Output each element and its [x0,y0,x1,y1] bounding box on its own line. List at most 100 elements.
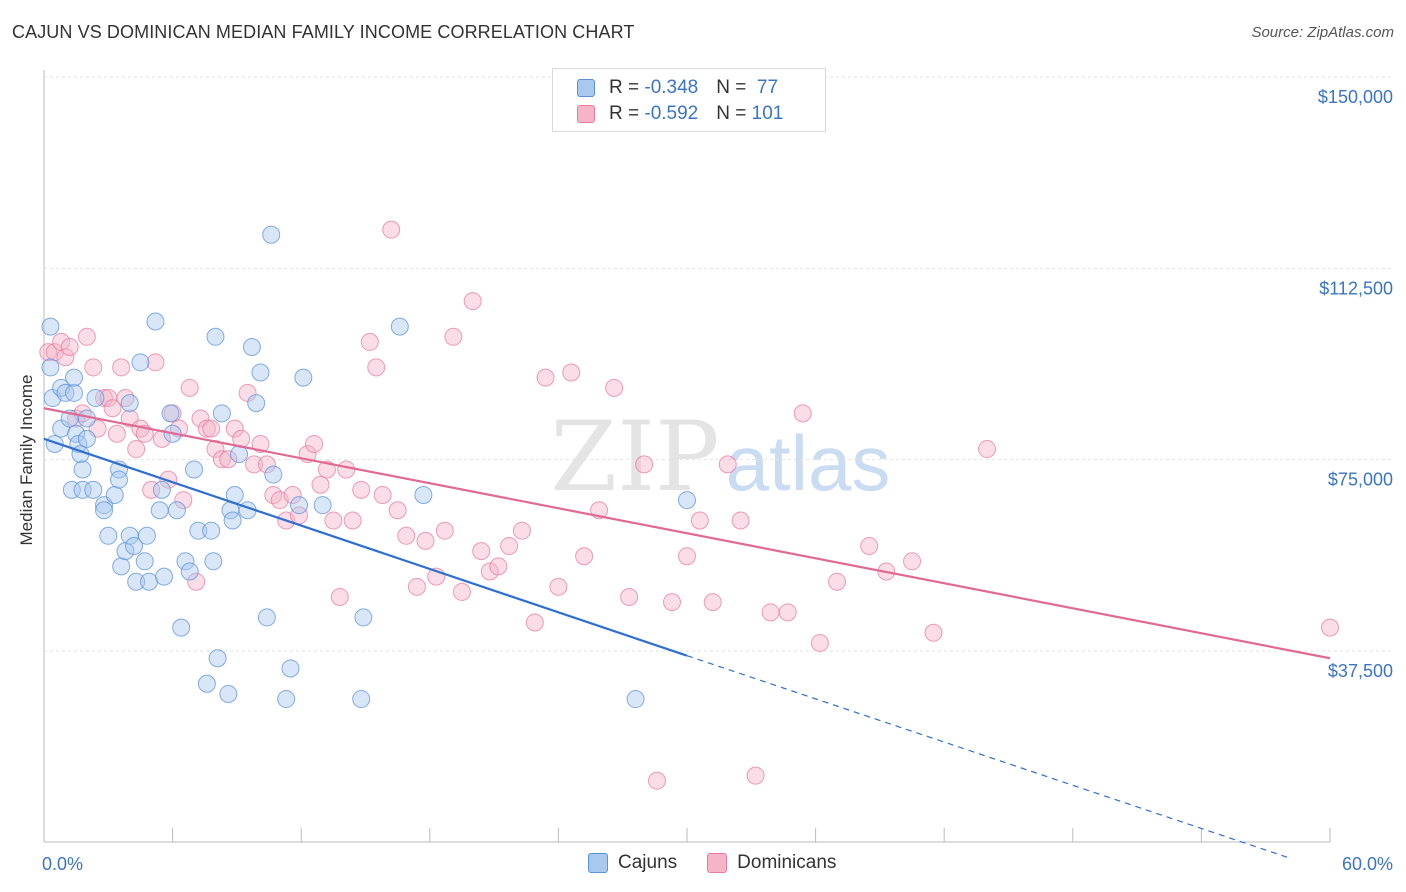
data-point [103,399,122,418]
data-point [924,623,943,642]
data-point [146,353,165,372]
data-point [245,455,264,474]
x-tick-label-max: 60.0% [1342,854,1393,874]
data-point [718,455,737,474]
data-point [107,424,126,443]
data-point [204,552,223,571]
data-point [127,572,146,591]
data-point [62,480,81,499]
data-point [793,404,812,423]
data-point [903,552,922,571]
data-point [176,552,195,571]
trend-line-cajuns [43,437,688,657]
data-point [257,608,276,627]
data-point [197,674,216,693]
data-point [620,588,639,607]
data-point [828,572,847,591]
data-point [202,521,221,540]
data-point [416,531,435,550]
data-point [690,511,709,530]
data-point [731,511,750,530]
data-point [125,536,144,555]
data-point [390,317,409,336]
data-point [435,521,454,540]
y-tick-label: $112,500 [1319,278,1393,298]
data-point [388,501,407,520]
trend-extension-cajuns [686,655,1288,858]
legend-n-label: N = [716,77,752,98]
data-point [313,496,332,515]
data-point [407,577,426,596]
data-point [337,460,356,479]
data-point [112,358,131,377]
data-point [367,358,386,377]
data-point [373,485,392,504]
data-point [137,526,156,545]
data-point [746,766,765,785]
data-point [281,659,300,678]
data-point [212,404,231,423]
y-tick-label: $37,500 [1328,661,1393,681]
data-point [290,496,309,515]
data-point [86,389,105,408]
data-point [208,649,227,668]
data-point [512,521,531,540]
source-credit: Source: ZipAtlas.com [1251,24,1394,41]
data-point [360,332,379,351]
data-point [635,455,654,474]
y-axis-title: Median Family Income [17,374,36,545]
tick-labels: Median Family Income $150,000 $112,500 $75,… [17,87,1393,874]
legend-swatch-dominicans [577,105,595,123]
data-point [452,582,471,601]
axes [43,70,1331,843]
data-point [605,378,624,397]
data-point [330,588,349,607]
data-point [354,608,373,627]
data-point [65,383,84,402]
data-point [251,434,270,453]
y-tick-label: $75,000 [1328,470,1393,490]
data-point [575,547,594,566]
x-tick-label-min: 0.0% [42,854,83,874]
legend-r-label: R = [609,77,645,98]
data-point [251,363,270,382]
data-point [167,501,186,520]
data-point [140,572,159,591]
data-point [135,552,154,571]
data-point [180,562,199,581]
data-point [112,557,131,576]
data-point [536,368,555,387]
trend-lines [43,407,1331,858]
data-point [41,358,60,377]
data-point [152,480,171,499]
data-point [242,338,261,357]
data-point [480,562,499,581]
data-points [39,220,1339,790]
data-point [189,521,208,540]
data-point [283,485,302,504]
data-point [84,358,103,377]
legend-r-value: -0.348 [644,77,699,98]
data-point [161,404,180,423]
data-point [172,618,191,637]
data-point [810,633,829,652]
series-legend-dominicans[interactable]: Dominicans [707,852,836,874]
chart-title: CAJUN VS DOMINICAN MEDIAN FAMILY INCOME … [12,22,635,42]
series-swatch-cajuns [588,853,608,873]
data-point [39,343,58,362]
legend-row-dominicans: R = -0.592 N = 101 [577,103,783,125]
data-point [45,434,64,453]
data-point [127,440,146,459]
legend-n-label: N = [716,103,752,124]
series-legend-cajuns[interactable]: Cajuns [588,852,677,874]
data-point [99,526,118,545]
data-point [414,485,433,504]
data-point [212,450,231,469]
data-point [662,593,681,612]
data-point [56,348,75,367]
legend-n-value: 77 [751,77,779,98]
data-point [463,292,482,311]
data-point [247,394,266,413]
data-point [626,690,645,709]
data-point [185,460,204,479]
